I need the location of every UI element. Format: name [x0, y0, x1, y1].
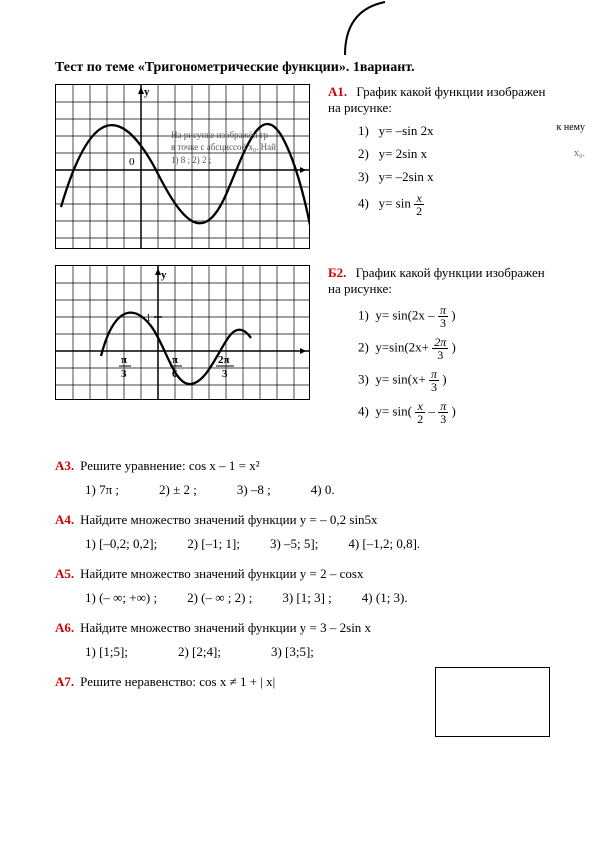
a1-opt-3: 3) y= –2sin x — [358, 169, 555, 185]
a6-answers: 1) [1;5]; 2) [2;4]; 3) [3;5]; — [85, 644, 555, 660]
a5-num: А5. — [55, 566, 74, 582]
b2-opt-4: 4) y= sin( x2 – π3 ) — [358, 400, 555, 425]
a4-ans-1: 1) [–0,2; 0,2]; — [85, 536, 157, 552]
b2-options: 1) y= sin(2x – π3 ) 2) y=sin(2x+ 2π3 ) 3… — [358, 304, 555, 425]
a4-prompt: Найдите множество значений функции y = –… — [80, 512, 377, 528]
svg-text:y: y — [161, 269, 167, 281]
b2-opt-3: 3) y= sin(x+ π3 ) — [358, 368, 555, 393]
a4-ans-3: 3) –5; 5]; — [270, 536, 318, 552]
a1-opt-4: 4) y= sin x2 — [358, 192, 555, 217]
a6-ans-2: 2) [2;4]; — [178, 644, 221, 660]
a1-opt-1: 1) y= –sin 2x — [358, 123, 555, 139]
a7-num: А7. — [55, 674, 74, 690]
svg-text:1) 8 ; 2) 2 ;: 1) 8 ; 2) 2 ; — [171, 155, 211, 165]
question-a1-block: y 0 На рисунке изображён гр в точке с аб… — [55, 84, 555, 249]
side-text-1: к нему — [557, 122, 585, 133]
b2-opt-2: 2) y=sin(2x+ 2π3 ) — [358, 336, 555, 361]
chart-1: y 0 На рисунке изображён гр в точке с аб… — [55, 84, 310, 249]
a3-ans-1: 1) 7π ; — [85, 482, 119, 498]
svg-text:3: 3 — [222, 368, 228, 380]
svg-text:0: 0 — [129, 156, 135, 168]
b2-opt-1: 1) y= sin(2x – π3 ) — [358, 304, 555, 329]
page-title: Тест по теме «Тригонометрические функции… — [55, 60, 555, 76]
a5-ans-4: 4) (1; 3). — [362, 590, 408, 606]
a3-row: А3. Решите уравнение: cos x – 1 = x² — [55, 458, 555, 474]
a7-prompt: Решите неравенство: cos x ≠ 1 + | x| — [80, 674, 275, 690]
a5-ans-1: 1) (– ∞; +∞) ; — [85, 590, 157, 606]
a3-ans-4: 4) 0. — [311, 482, 335, 498]
svg-text:y: y — [144, 86, 150, 98]
a4-num: А4. — [55, 512, 74, 528]
decorative-curve — [290, 0, 400, 55]
a3-ans-3: 3) –8 ; — [237, 482, 271, 498]
a4-answers: 1) [–0,2; 0,2]; 2) [–1; 1]; 3) –5; 5]; 4… — [85, 536, 555, 552]
a3-answers: 1) 7π ; 2) ± 2 ; 3) –8 ; 4) 0. — [85, 482, 555, 498]
a6-num: А6. — [55, 620, 74, 636]
b2-num: Б2. — [328, 265, 346, 280]
a5-row: А5. Найдите множество значений функции y… — [55, 566, 555, 582]
a1-prompt: А1. График какой функции изображен на ри… — [328, 84, 555, 116]
a5-ans-3: 3) [1; 3] ; — [282, 590, 331, 606]
a6-prompt: Найдите множество значений функции y = 3… — [80, 620, 371, 636]
a4-row: А4. Найдите множество значений функции y… — [55, 512, 555, 528]
svg-text:в точке с абсциссой x₀. Най: в точке с абсциссой x₀. Най — [171, 142, 276, 152]
a1-options: 1) y= –sin 2x 2) y= 2sin x 3) y= –2sin x… — [358, 123, 555, 217]
svg-text:2π: 2π — [218, 354, 230, 366]
svg-text:π: π — [172, 354, 178, 366]
a5-ans-2: 2) (– ∞ ; 2) ; — [187, 590, 252, 606]
a3-num: А3. — [55, 458, 74, 474]
a3-ans-2: 2) ± 2 ; — [159, 482, 197, 498]
a5-prompt: Найдите множество значений функции y = 2… — [80, 566, 363, 582]
side-box — [435, 667, 550, 737]
a1-opt-2: 2) y= 2sin x — [358, 146, 555, 162]
question-b2-block: y 1 π 3 π 6 2π 3 Б2. График какой функци… — [55, 265, 555, 432]
svg-text:π: π — [121, 354, 127, 366]
a4-ans-4: 4) [–1,2; 0,8]. — [348, 536, 420, 552]
a5-answers: 1) (– ∞; +∞) ; 2) (– ∞ ; 2) ; 3) [1; 3] … — [85, 590, 555, 606]
a3-prompt: Решите уравнение: cos x – 1 = x² — [80, 458, 260, 474]
chart-2: y 1 π 3 π 6 2π 3 — [55, 265, 310, 400]
side-text-2: x₀. — [574, 148, 585, 159]
a1-num: А1. — [328, 84, 347, 99]
svg-text:На рисунке изображён гр: На рисунке изображён гр — [171, 130, 269, 140]
a4-ans-2: 2) [–1; 1]; — [187, 536, 240, 552]
b2-prompt: Б2. График какой функции изображен на ри… — [328, 265, 555, 297]
svg-text:3: 3 — [121, 368, 127, 380]
a6-row: А6. Найдите множество значений функции y… — [55, 620, 555, 636]
a6-ans-3: 3) [3;5]; — [271, 644, 314, 660]
a6-ans-1: 1) [1;5]; — [85, 644, 128, 660]
